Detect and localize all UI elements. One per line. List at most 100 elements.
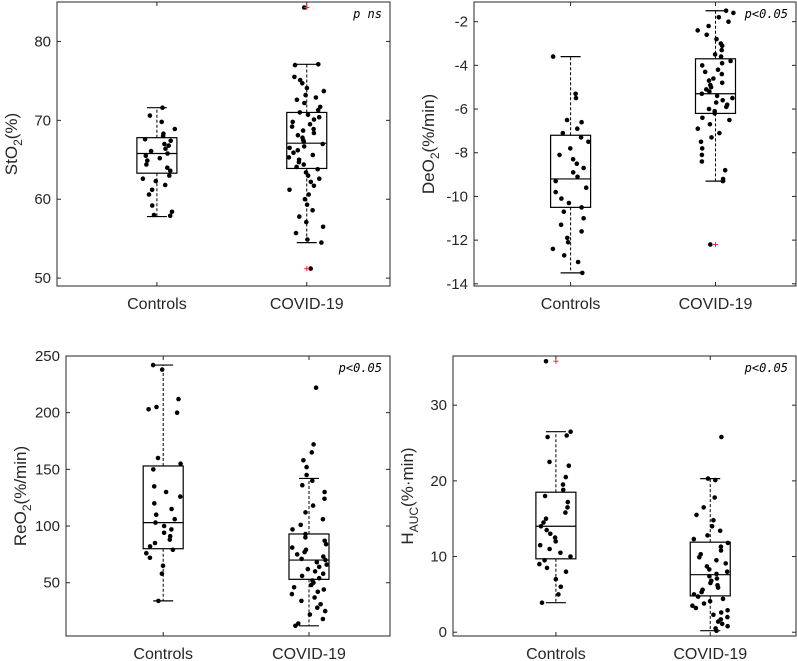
data-point xyxy=(306,192,312,197)
data-point xyxy=(718,548,724,553)
box-covid-19 xyxy=(694,8,737,247)
data-point xyxy=(709,135,714,140)
data-point xyxy=(169,506,174,512)
data-point xyxy=(705,476,711,481)
y-axis-label-main: H xyxy=(398,532,417,544)
data-point xyxy=(151,212,157,218)
y-tick-label: -6 xyxy=(455,101,468,118)
data-point xyxy=(316,564,322,570)
data-point xyxy=(151,467,156,472)
data-point xyxy=(719,43,725,48)
data-point xyxy=(301,5,307,10)
data-point xyxy=(320,224,326,230)
data-point xyxy=(172,126,178,132)
box-covid-19 xyxy=(286,5,328,272)
data-point xyxy=(163,489,169,495)
outlier-marker xyxy=(304,266,310,272)
category-label: Controls xyxy=(541,296,601,313)
data-point xyxy=(573,95,579,101)
data-point xyxy=(321,554,326,559)
data-point xyxy=(561,209,567,214)
data-point xyxy=(301,162,307,167)
data-point xyxy=(550,246,556,252)
data-point xyxy=(720,98,725,103)
data-point xyxy=(706,106,712,112)
data-point xyxy=(305,566,311,572)
data-point xyxy=(699,152,705,158)
data-point xyxy=(295,133,301,138)
data-point xyxy=(154,404,159,410)
data-point xyxy=(167,213,173,219)
data-point xyxy=(309,450,315,455)
data-point xyxy=(568,429,573,435)
y-tick-label: 80 xyxy=(34,33,51,50)
data-point xyxy=(719,80,725,86)
y-axis-label-subscript: 2 xyxy=(11,139,25,146)
data-point xyxy=(310,208,315,213)
plot-frame xyxy=(65,355,391,637)
y-tick-label: 250 xyxy=(35,348,60,365)
data-point xyxy=(310,503,316,508)
data-point xyxy=(147,544,153,549)
data-point xyxy=(303,535,308,540)
data-point xyxy=(168,168,173,174)
y-tick-label: -2 xyxy=(455,14,468,31)
data-point xyxy=(553,576,559,582)
data-point xyxy=(699,63,705,68)
data-point xyxy=(322,496,327,502)
iqr-box xyxy=(549,134,592,208)
data-point xyxy=(718,610,724,615)
data-point xyxy=(565,235,570,241)
data-point xyxy=(568,554,573,559)
data-point xyxy=(560,487,566,493)
data-point xyxy=(145,158,150,163)
data-point xyxy=(579,205,584,210)
data-point xyxy=(564,117,570,123)
data-point xyxy=(697,555,702,560)
data-point xyxy=(693,605,699,611)
data-point xyxy=(570,157,576,162)
data-point xyxy=(294,164,299,170)
data-point xyxy=(709,524,715,529)
data-point xyxy=(290,527,295,532)
data-point xyxy=(322,608,328,614)
data-point xyxy=(153,178,159,184)
data-point xyxy=(304,472,309,478)
data-point xyxy=(559,196,564,201)
data-point xyxy=(161,523,167,529)
data-point xyxy=(320,571,326,576)
data-point xyxy=(537,561,542,567)
data-point xyxy=(557,152,562,158)
category-label: COVID-19 xyxy=(272,646,346,661)
data-point xyxy=(718,544,724,549)
data-point xyxy=(725,623,730,629)
data-point xyxy=(289,545,295,550)
data-point xyxy=(708,84,714,90)
iqr-box xyxy=(286,111,328,170)
data-point xyxy=(303,510,308,515)
y-axis-label-unit: (%/min) xyxy=(419,94,438,153)
data-point xyxy=(322,489,327,495)
data-point xyxy=(542,558,547,563)
panel-deo2: -14 -12 -10 -8 -6 -4 -2 Controls COVID-19 DeO2(%/… xyxy=(419,1,797,313)
data-point xyxy=(548,531,553,537)
y-axis-label-main: StO xyxy=(2,146,21,175)
data-point xyxy=(149,203,155,208)
data-point xyxy=(178,494,183,499)
data-point xyxy=(153,520,158,525)
data-point xyxy=(160,105,165,110)
data-point xyxy=(305,173,311,178)
data-point xyxy=(707,89,712,94)
y-tick-label: 50 xyxy=(43,575,60,592)
box-covid-19 xyxy=(689,434,731,633)
data-point xyxy=(146,407,151,412)
y-tick-label: -8 xyxy=(455,145,468,162)
data-point xyxy=(302,196,308,202)
category-label: COVID-19 xyxy=(679,296,753,313)
data-point xyxy=(149,187,155,193)
y-tick-label: -4 xyxy=(455,57,468,74)
data-point xyxy=(317,176,322,181)
data-point xyxy=(160,563,166,568)
data-point xyxy=(553,189,558,195)
y-axis-label-main: ReO xyxy=(11,511,30,546)
